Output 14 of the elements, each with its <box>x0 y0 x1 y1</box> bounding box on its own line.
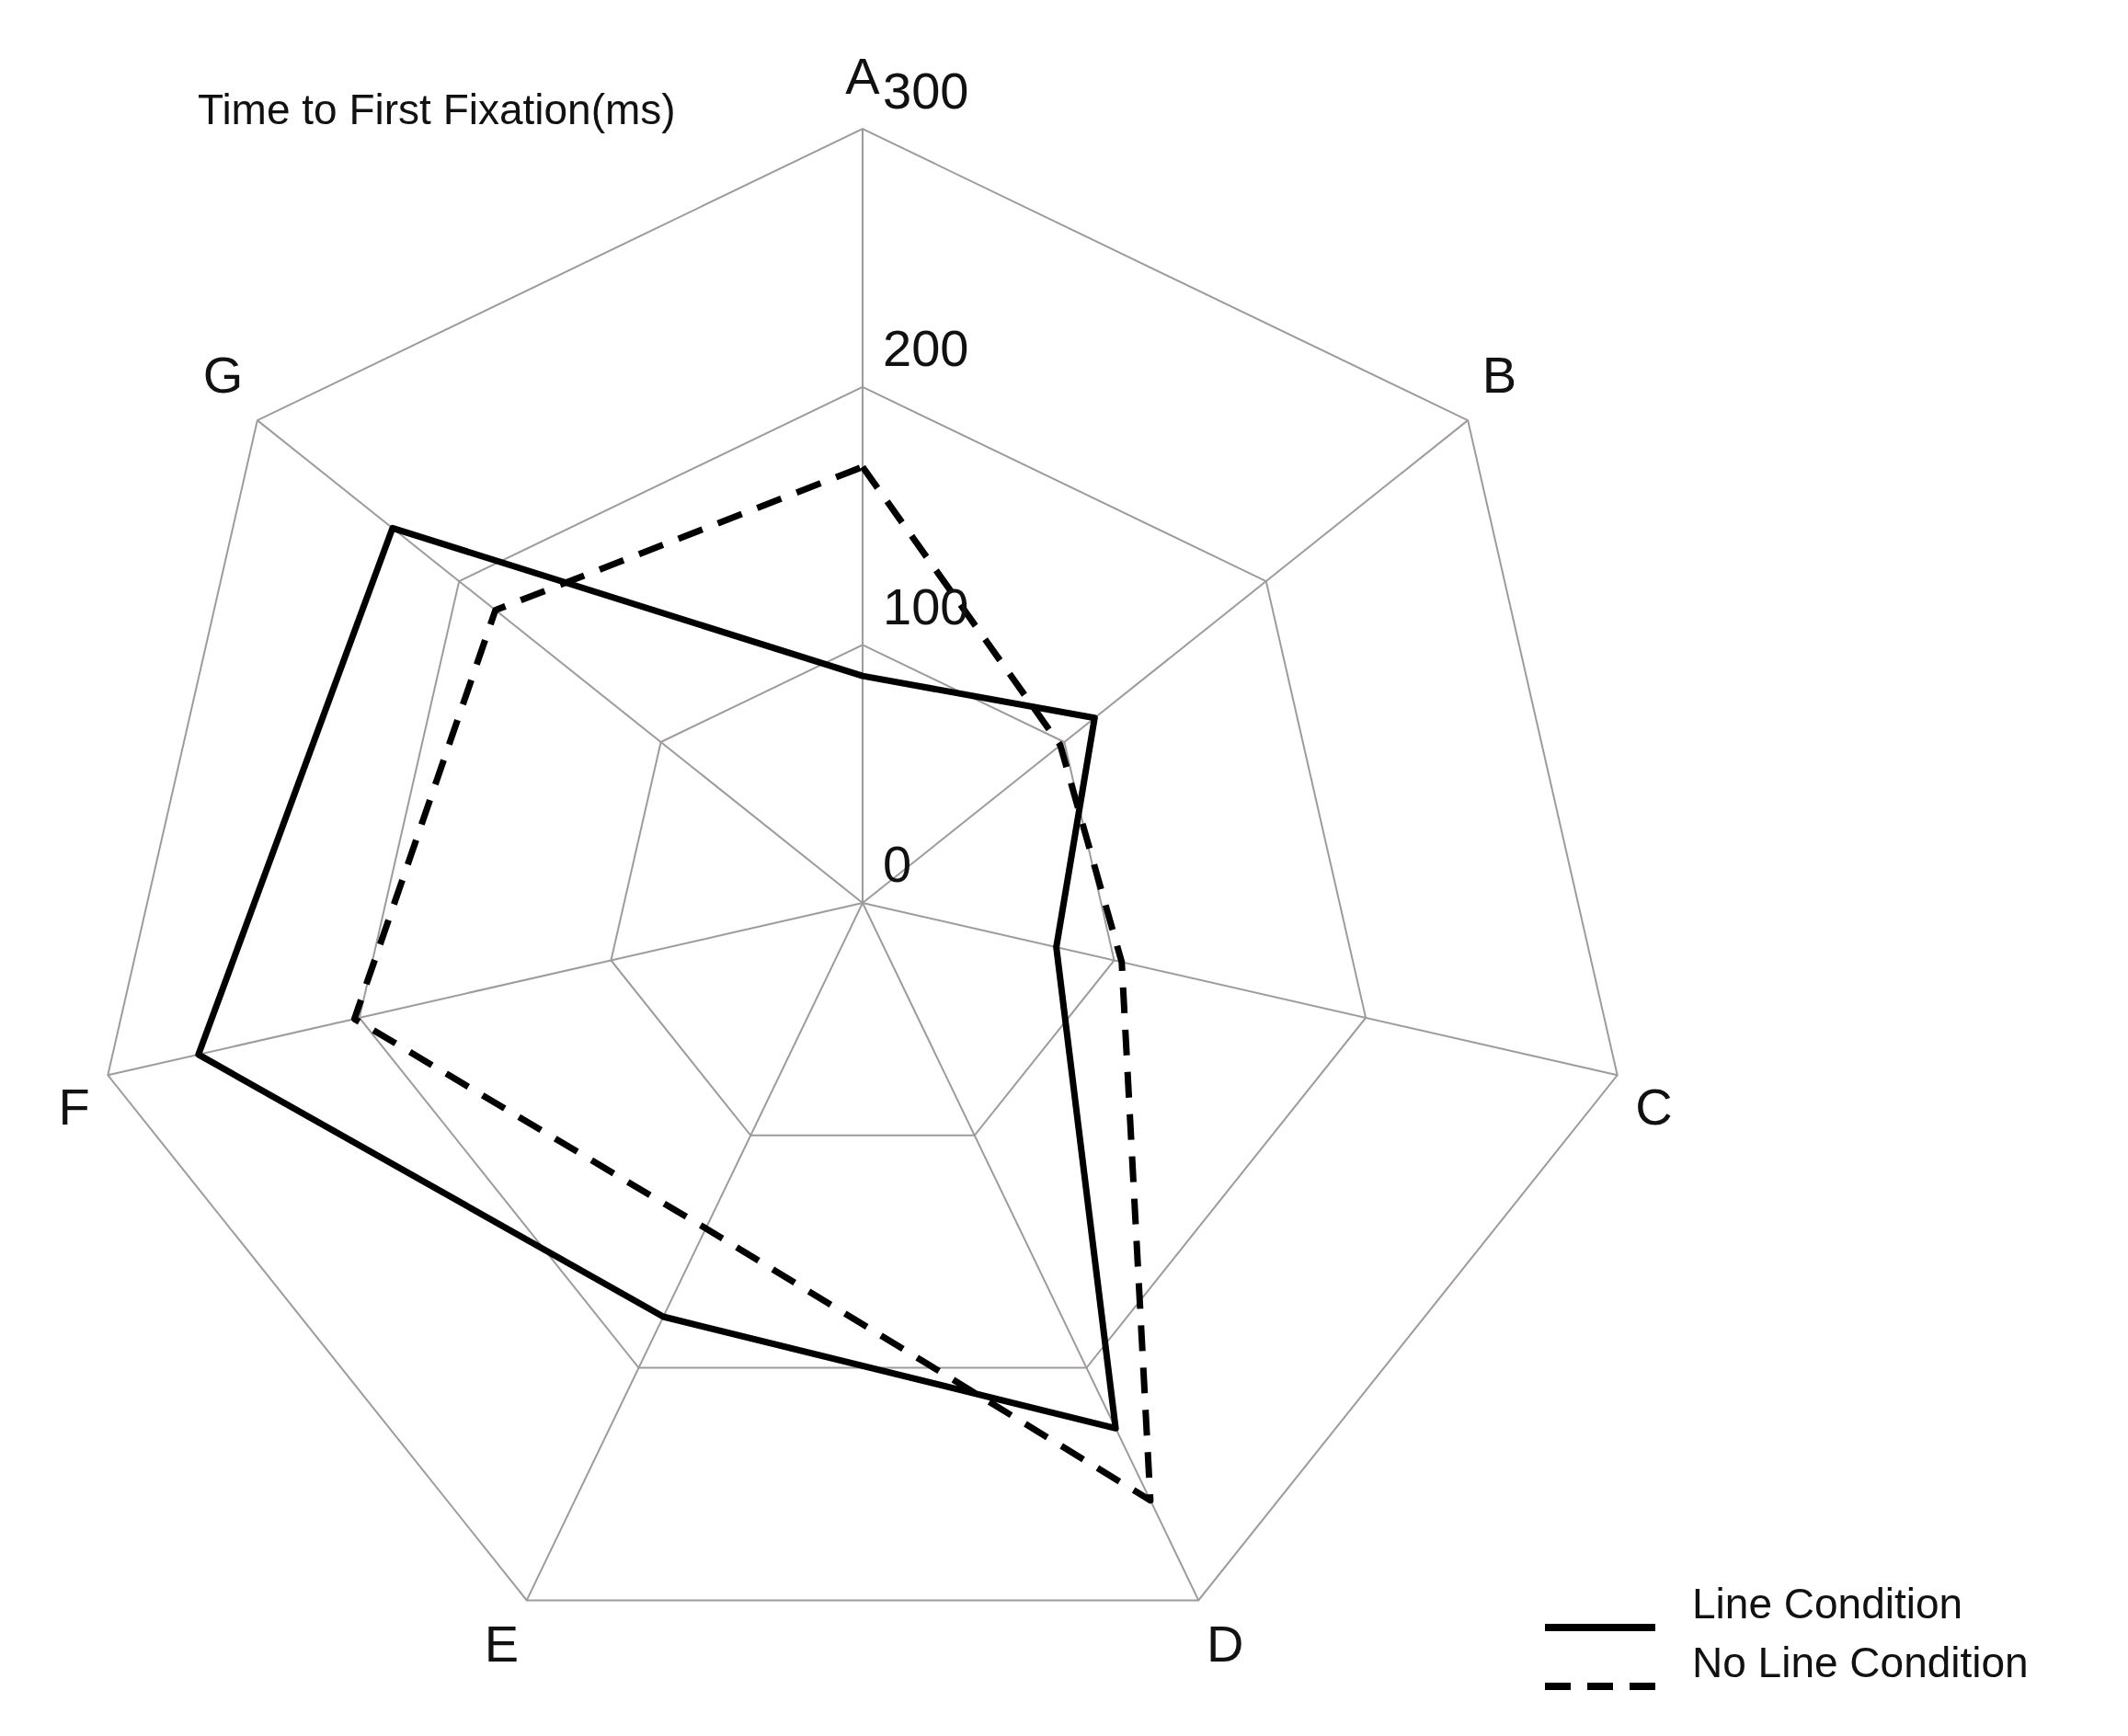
text: Time to First Fixation(ms) <box>198 85 676 133</box>
legend-label: Line Condition <box>1692 1579 1963 1628</box>
spoke-label: A <box>845 47 881 106</box>
spoke-label: E <box>484 1615 520 1673</box>
spoke-label: F <box>58 1077 90 1136</box>
y-tick-label: 200 <box>883 319 969 378</box>
spoke-label: G <box>202 345 244 404</box>
y-tick-label: 100 <box>883 577 969 635</box>
spoke-label: C <box>1635 1077 1673 1136</box>
spoke-label: D <box>1206 1615 1244 1673</box>
legend-label: No Line Condition <box>1692 1638 2029 1686</box>
spoke-label: B <box>1482 345 1517 404</box>
y-tick-label: 300 <box>883 61 969 120</box>
y-tick-label: 0 <box>883 835 912 894</box>
